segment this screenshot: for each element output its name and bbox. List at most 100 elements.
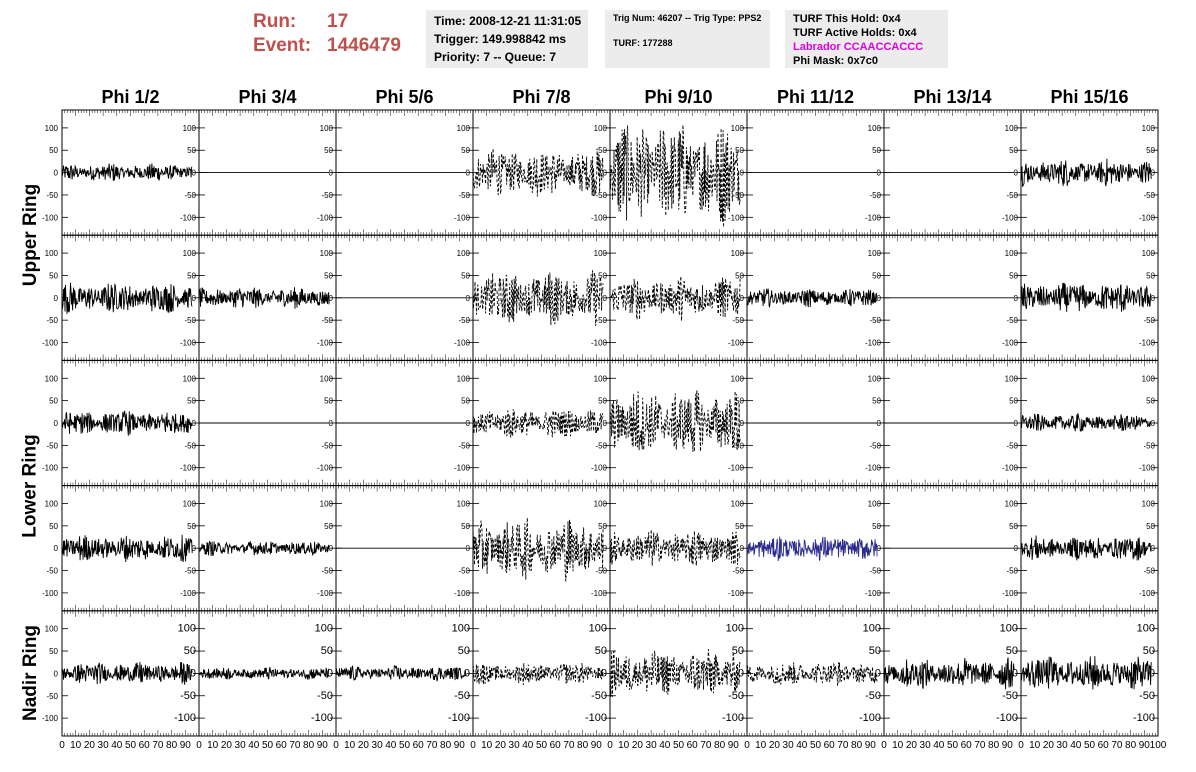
y-tick-label: 0 — [466, 544, 471, 553]
y-tick-label: -100 — [728, 213, 745, 222]
y-tick-label: 50 — [595, 645, 607, 657]
waveform-panel: 100 50 0 -50 -100 — [335, 109, 474, 236]
x-tick-label: 20 — [221, 740, 233, 751]
y-tick-label: -50 — [1006, 191, 1018, 200]
waveform-panel: 100 50 0 -50 -100 — [1020, 359, 1159, 487]
y-tick-label: 100 — [452, 623, 470, 635]
y-tick-label: -50 — [458, 567, 470, 576]
y-tick-label: 50 — [49, 146, 58, 155]
y-tick-label: 0 — [192, 544, 197, 553]
y-tick-label: 0 — [1014, 169, 1019, 178]
y-tick-label: 0 — [1012, 667, 1018, 679]
waveform-panel: 100 50 0 -50 -100 — [198, 485, 337, 612]
y-tick-label: -100 — [311, 712, 333, 724]
y-tick-label: -100 — [317, 589, 334, 598]
waveform-panel: 100 50 0 -50 -100 — [746, 610, 885, 737]
x-tick-label: 90 — [591, 740, 603, 751]
x-tick-label: 20 — [769, 740, 781, 751]
waveform-trace — [1020, 535, 1152, 561]
y-tick-label: -50 — [1143, 316, 1155, 325]
turf-this-hold-text: TURF This Hold: 0x4 — [793, 13, 901, 25]
waveform-panel: 100 50 0 -50 -100 — [1020, 610, 1159, 737]
y-tick-label: 50 — [869, 645, 881, 657]
y-tick-label: -100 — [1139, 339, 1156, 348]
x-tick-label: 50 — [125, 740, 137, 751]
y-tick-label: 50 — [1009, 271, 1018, 280]
y-tick-label: -100 — [42, 213, 59, 222]
y-tick-label: -100 — [180, 464, 197, 473]
y-tick-label: 0 — [466, 419, 471, 428]
y-tick-label: -50 — [1143, 191, 1155, 200]
x-tick-label: 40 — [385, 740, 397, 751]
x-tick-label: 10 — [344, 740, 356, 751]
x-tick-label: 40 — [933, 740, 945, 751]
x-tick-label: 100 — [1150, 740, 1167, 751]
waveform-panel: 100 50 0 -50 -100 — [746, 359, 885, 487]
y-tick-label: 100 — [183, 249, 197, 258]
y-tick-label: 0 — [601, 667, 607, 679]
y-tick-label: 100 — [45, 499, 59, 508]
x-tick-label: 60 — [276, 740, 288, 751]
y-tick-label: -50 — [458, 316, 470, 325]
y-tick-label: 50 — [187, 522, 196, 531]
x-tick-label: 60 — [1098, 740, 1110, 751]
y-tick-label: 0 — [877, 544, 882, 553]
waveform-panel: 100 50 0 -50 -100 — [609, 109, 748, 236]
y-tick-label: -50 — [1002, 690, 1018, 702]
y-tick-label: 0 — [603, 294, 608, 303]
waveform-trace — [61, 282, 193, 314]
y-tick-label: 0 — [466, 169, 471, 178]
y-tick-label: 100 — [45, 124, 59, 133]
waveform-trace — [472, 270, 604, 326]
y-tick-label: 100 — [320, 124, 334, 133]
y-tick-label: 0 — [740, 294, 745, 303]
waveform-panel: 100 50 0 -50 -100 — [335, 359, 474, 487]
y-tick-label: 50 — [458, 645, 470, 657]
waveform-panel: 100 50 0 -50 -100 — [335, 234, 474, 361]
y-tick-label: -100 — [996, 712, 1018, 724]
y-tick-label: 100 — [320, 374, 334, 383]
x-tick-label: 20 — [906, 740, 918, 751]
y-tick-label: 50 — [1146, 271, 1155, 280]
y-tick-label: 100 — [45, 374, 59, 383]
y-tick-label: -50 — [869, 316, 881, 325]
y-tick-label: 50 — [1009, 397, 1018, 406]
x-tick-label: 30 — [98, 740, 110, 751]
y-tick-label: 50 — [1146, 397, 1155, 406]
y-tick-label: -50 — [1006, 316, 1018, 325]
x-tick-label: 70 — [1111, 740, 1123, 751]
y-tick-label: 0 — [738, 667, 744, 679]
x-tick-label: 90 — [1002, 740, 1014, 751]
y-tick-label: -50 — [46, 692, 58, 701]
waveform-panel: 100 50 0 -50 -100 100 50 0 -50 -100 — [42, 359, 200, 487]
y-tick-label: 0 — [329, 419, 334, 428]
x-tick-label: 70 — [563, 740, 575, 751]
waveform-panel: 100 50 0 -50 -100 100 50 0 -50 -100 — [42, 109, 200, 236]
x-tick-label: 40 — [1070, 740, 1082, 751]
waveform-trace — [1020, 413, 1152, 432]
y-tick-label: 100 — [594, 124, 608, 133]
y-tick-label: 100 — [868, 124, 882, 133]
x-tick-label: 20 — [1043, 740, 1055, 751]
y-tick-label: 100 — [178, 623, 196, 635]
x-tick-label: 30 — [372, 740, 384, 751]
run-label: Run: — [253, 11, 297, 32]
y-tick-label: 50 — [461, 397, 470, 406]
y-tick-label: 0 — [329, 294, 334, 303]
x-tick-label: 0 — [196, 740, 202, 751]
column-header: Phi 9/10 — [644, 87, 713, 107]
panel-frame — [472, 109, 611, 236]
x-tick-label: 70 — [837, 740, 849, 751]
y-tick-label: 50 — [872, 397, 881, 406]
waveform-panel: 100 50 0 -50 -100 — [883, 485, 1022, 612]
y-tick-label: 50 — [598, 522, 607, 531]
waveform-panel: 100 50 0 -50 -100 — [746, 234, 885, 361]
y-tick-label: -100 — [180, 339, 197, 348]
column-header: Phi 7/8 — [512, 87, 571, 107]
y-tick-label: -50 — [732, 316, 744, 325]
y-tick-label: -50 — [46, 316, 58, 325]
y-tick-label: -50 — [458, 191, 470, 200]
x-tick-label: 60 — [687, 740, 699, 751]
column-header: Phi 11/12 — [776, 87, 855, 107]
y-tick-label: 100 — [457, 249, 471, 258]
